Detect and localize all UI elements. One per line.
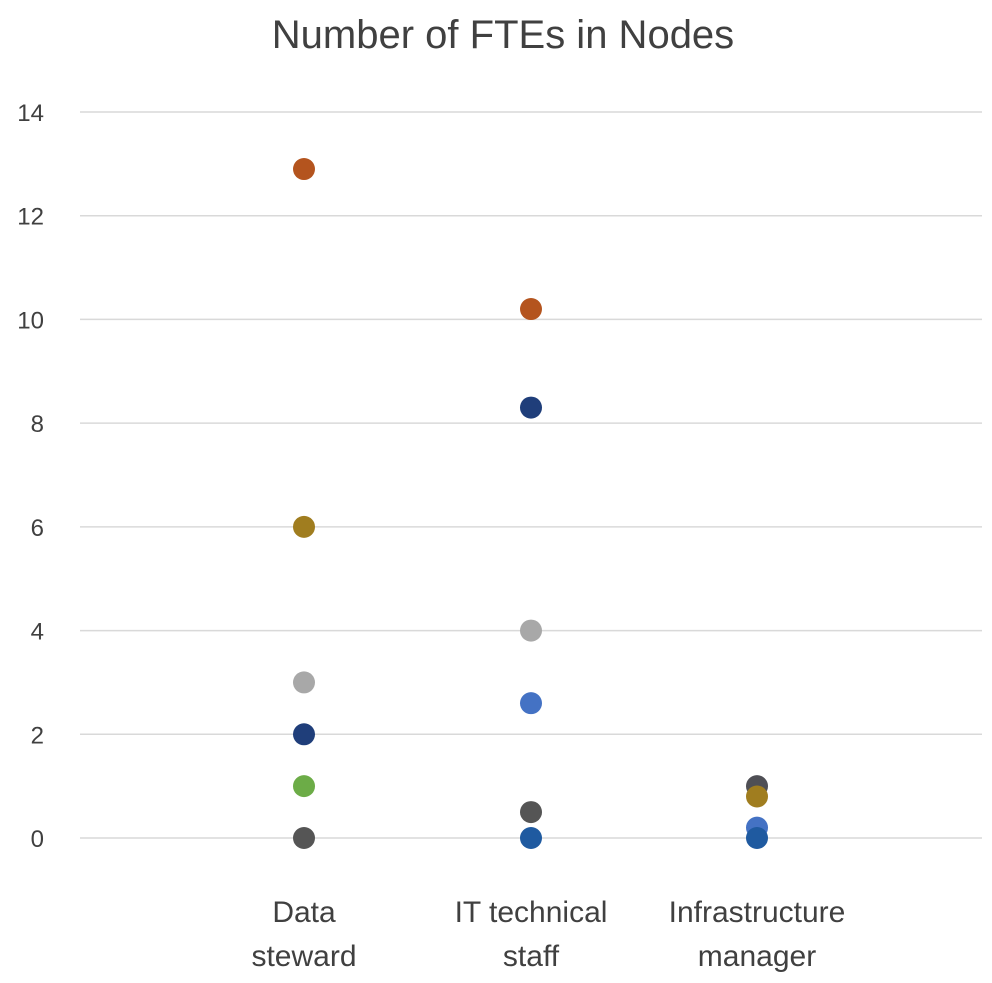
x-category-label: Infrastructure	[669, 896, 846, 929]
data-point	[746, 827, 768, 849]
data-point	[293, 723, 315, 746]
data-point	[520, 692, 542, 715]
y-tick-label: 4	[31, 619, 44, 646]
y-tick-label: 12	[17, 204, 44, 231]
data-point	[293, 775, 315, 798]
x-category-label: staff	[503, 940, 560, 973]
data-point	[293, 671, 315, 694]
y-tick-label: 2	[31, 722, 44, 749]
data-point	[746, 785, 768, 808]
data-point	[293, 515, 315, 538]
x-category-label: Data	[272, 896, 336, 929]
gridlines	[80, 111, 982, 839]
x-axis-categories: Data steward IT technical staff Infrastructu…	[251, 896, 845, 973]
data-point	[520, 298, 542, 321]
chart-title: Number of FTEs in Nodes	[272, 13, 734, 57]
x-category-label: steward	[251, 940, 356, 973]
data-point	[520, 396, 542, 419]
y-tick-label: 14	[17, 100, 44, 127]
x-category-label: manager	[698, 940, 816, 973]
data-point	[293, 158, 315, 181]
data-point	[520, 619, 542, 642]
y-tick-label: 10	[17, 307, 44, 334]
x-category-label: IT technical	[455, 896, 608, 929]
y-tick-label: 6	[31, 515, 44, 542]
data-point	[293, 827, 315, 849]
y-axis-ticks: 0 2 4 6 8 10 12 14	[17, 100, 44, 853]
data-points	[293, 158, 768, 849]
data-point	[520, 801, 542, 824]
data-point	[520, 827, 542, 849]
y-tick-label: 8	[31, 411, 44, 438]
y-tick-label: 0	[31, 826, 44, 853]
